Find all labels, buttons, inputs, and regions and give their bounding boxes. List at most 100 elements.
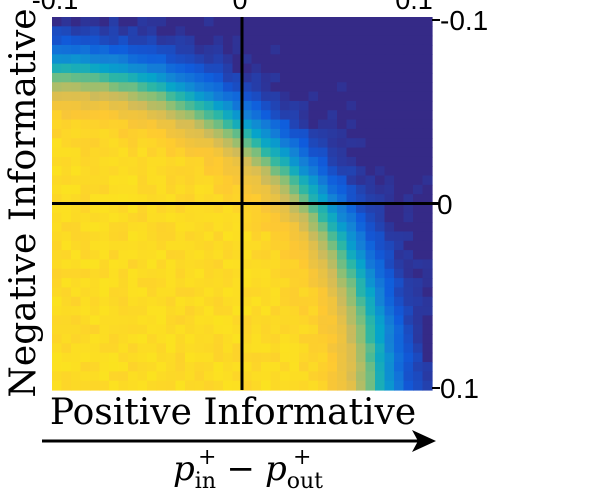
- heatmap-cell: [384, 334, 395, 344]
- heatmap-cell: [194, 343, 205, 354]
- heatmap-cell: [80, 315, 91, 326]
- heatmap-cell: [166, 250, 177, 261]
- heatmap-cell: [175, 231, 186, 242]
- heatmap-cell: [90, 259, 101, 270]
- heatmap-cell: [242, 194, 253, 205]
- heatmap-cell: [128, 324, 139, 335]
- heatmap-cell: [308, 194, 319, 205]
- heatmap-cell: [213, 63, 224, 74]
- heatmap-cell: [327, 315, 338, 326]
- heatmap-cell: [137, 91, 148, 102]
- heatmap-cell: [327, 296, 338, 307]
- heatmap-cell: [394, 82, 405, 93]
- heatmap-cell: [71, 26, 82, 37]
- heatmap-cell: [318, 287, 329, 298]
- heatmap-cell: [185, 110, 196, 121]
- heatmap-cell: [384, 119, 395, 130]
- heatmap-cell: [384, 110, 395, 121]
- heatmap-cell: [337, 212, 348, 223]
- heatmap-cell: [346, 110, 357, 121]
- heatmap-cell: [280, 91, 291, 102]
- heatmap-cell: [90, 324, 101, 335]
- heatmap-cell: [261, 222, 272, 233]
- heatmap-cell: [61, 278, 72, 289]
- heatmap-cell: [261, 35, 272, 46]
- heatmap-cell: [223, 334, 234, 344]
- heatmap-cell: [413, 110, 424, 121]
- heatmap-cell: [61, 287, 72, 298]
- heatmap-cell: [156, 380, 167, 391]
- heatmap-cell: [422, 380, 433, 391]
- heatmap-cell: [99, 315, 110, 326]
- top-tick-labels: -0.1 0 0.1: [32, 0, 433, 15]
- heatmap-cell: [175, 147, 186, 158]
- heatmap-cell: [384, 203, 395, 214]
- heatmap-cell: [90, 44, 101, 55]
- heatmap-cell: [128, 147, 139, 158]
- heatmap-cell: [223, 100, 234, 111]
- heatmap-cell: [356, 268, 367, 279]
- heatmap-cell: [384, 296, 395, 307]
- heatmap-cell: [375, 138, 386, 149]
- heatmap-cell: [109, 250, 120, 261]
- heatmap-cell: [337, 128, 348, 139]
- heatmap-cell: [99, 240, 110, 251]
- heatmap-cell: [80, 35, 91, 46]
- heatmap-cell: [289, 72, 300, 83]
- heatmap-cell: [185, 250, 196, 261]
- heatmap-cell: [384, 91, 395, 102]
- heatmap-cell: [375, 156, 386, 167]
- heatmap-cell: [166, 324, 177, 335]
- heatmap-cell: [242, 63, 253, 74]
- heatmap-cell: [318, 222, 329, 233]
- heatmap-cell: [175, 324, 186, 335]
- heatmap-cell: [99, 119, 110, 130]
- heatmap-cell: [194, 166, 205, 177]
- heatmap-cell: [375, 184, 386, 195]
- heatmap-cell: [99, 222, 110, 233]
- heatmap-cell: [270, 343, 281, 354]
- heatmap-cell: [166, 82, 177, 93]
- heatmap-cell: [232, 334, 243, 344]
- heatmap-cell: [52, 184, 63, 195]
- heatmap-cell: [299, 26, 310, 37]
- heatmap-cell: [175, 203, 186, 214]
- heatmap-cell: [346, 315, 357, 326]
- heatmap-cell: [90, 203, 101, 214]
- heatmap-cell: [337, 91, 348, 102]
- heatmap-cell: [308, 100, 319, 111]
- heatmap-cell: [242, 231, 253, 242]
- heatmap-cell: [109, 72, 120, 83]
- heatmap-cell: [318, 315, 329, 326]
- heatmap-cell: [422, 17, 433, 27]
- heatmap-cell: [365, 119, 376, 130]
- heatmap-cell: [337, 306, 348, 316]
- heatmap-cell: [242, 287, 253, 298]
- heatmap-cell: [394, 156, 405, 167]
- heatmap-cell: [109, 324, 120, 335]
- heatmap-cell: [137, 119, 148, 130]
- heatmap-cell: [403, 203, 414, 214]
- heatmap-cell: [204, 35, 215, 46]
- heatmap-cell: [99, 380, 110, 391]
- heatmap-cell: [346, 352, 357, 363]
- heatmap-cell: [270, 324, 281, 335]
- heatmap-cell: [346, 306, 357, 316]
- heatmap-cell: [90, 100, 101, 111]
- heatmap-cell: [413, 334, 424, 344]
- heatmap-cell: [413, 100, 424, 111]
- heatmap-cell: [147, 352, 158, 363]
- heatmap-cell: [147, 203, 158, 214]
- heatmap-cell: [327, 17, 338, 27]
- heatmap-cell: [280, 296, 291, 307]
- heatmap-cell: [270, 156, 281, 167]
- heatmap-cell: [61, 194, 72, 205]
- heatmap-cell: [166, 110, 177, 121]
- heatmap-cell: [137, 371, 148, 382]
- heatmap-cell: [384, 371, 395, 382]
- heatmap-cell: [185, 63, 196, 74]
- heatmap-cell: [308, 91, 319, 102]
- heatmap-cell: [251, 268, 262, 279]
- heatmap-cell: [365, 17, 376, 27]
